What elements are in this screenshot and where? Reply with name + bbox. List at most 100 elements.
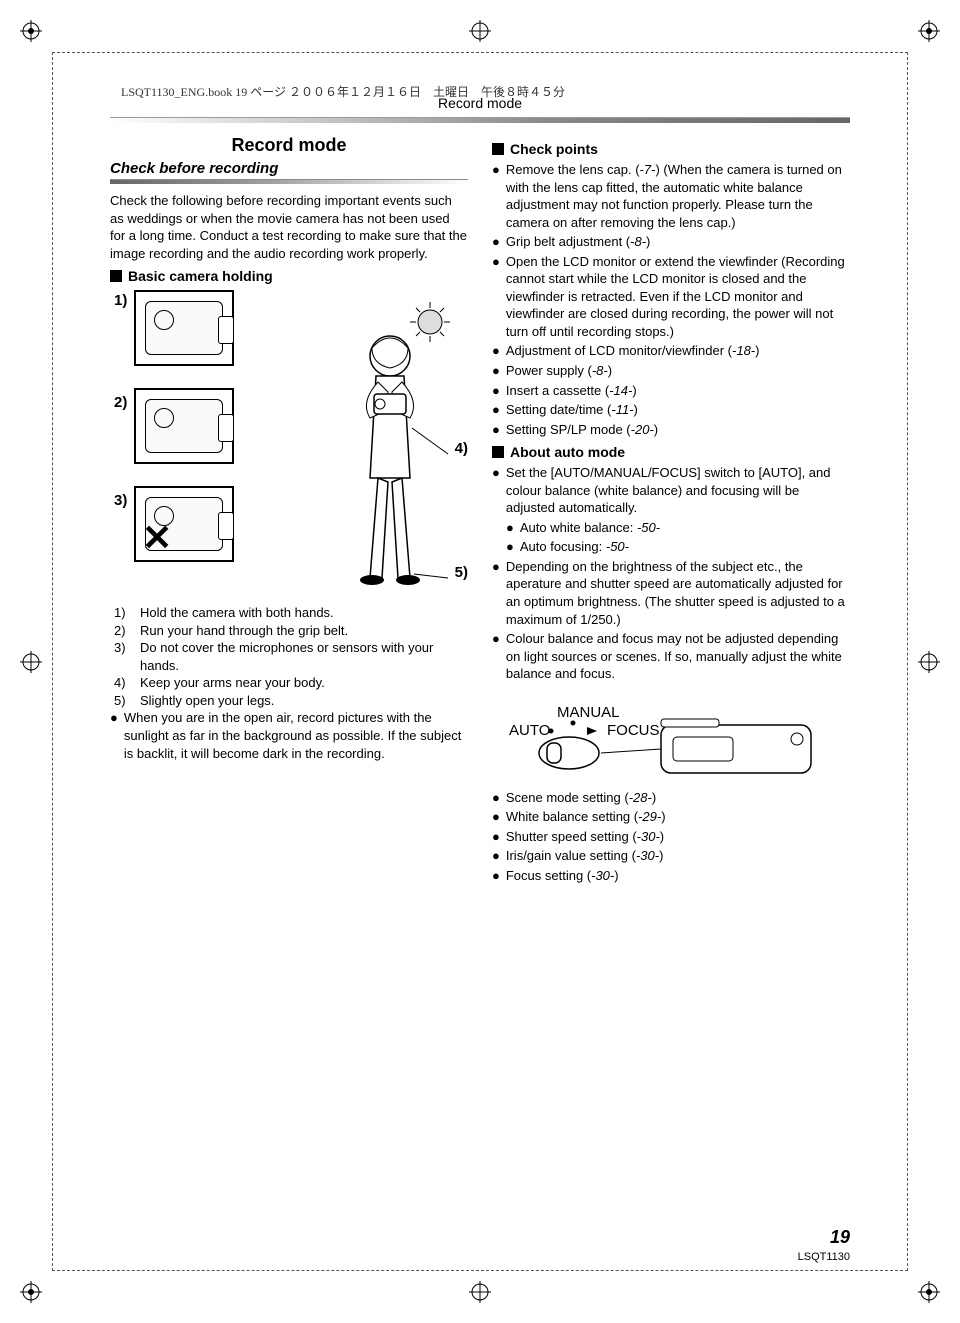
crop-mark-icon	[918, 1281, 940, 1303]
diagram-label-2: 2)	[114, 394, 127, 411]
basic-heading-text: Basic camera holding	[128, 268, 273, 284]
bullet-icon: ●	[492, 558, 500, 628]
check-text: Remove the lens cap. (-7-) (When the cam…	[506, 161, 850, 231]
check-item: ●Power supply (-8-)	[492, 362, 850, 380]
bullet-icon: ●	[492, 401, 500, 419]
list-text: Slightly open your legs.	[140, 692, 274, 710]
diagram-label-1: 1)	[114, 292, 127, 309]
page-title: Record mode	[110, 135, 468, 156]
bullet-icon: ●	[506, 519, 514, 537]
check-text: Adjustment of LCD monitor/viewfinder (-1…	[506, 342, 760, 360]
section-header: Record mode	[110, 95, 850, 111]
list-text: Run your hand through the grip belt.	[140, 622, 348, 640]
bullet-icon: ●	[492, 421, 500, 439]
square-bullet-icon	[492, 446, 504, 458]
list-text: Do not cover the microphones or sensors …	[140, 639, 468, 674]
intro-paragraph: Check the following before recording imp…	[110, 192, 468, 262]
switch-label-manual: MANUAL	[557, 704, 620, 721]
camera-sketch-2	[134, 388, 234, 464]
settings-text: Scene mode setting (-28-)	[506, 789, 656, 807]
settings-text: White balance setting (-29-)	[506, 808, 666, 826]
auto-bullet-text: Colour balance and focus may not be adju…	[506, 630, 850, 683]
list-number: 3)	[114, 639, 132, 674]
crop-mark-icon	[469, 20, 491, 42]
tail-bullet: ● When you are in the open air, record p…	[110, 709, 468, 762]
diagram-label-3: 3)	[114, 492, 127, 509]
check-item: ● Grip belt adjustment (-8-)	[492, 233, 850, 251]
check-text: Insert a cassette (-14-)	[506, 382, 637, 400]
subtitle-divider	[110, 179, 468, 184]
bullet-icon: ●	[492, 828, 500, 846]
subtitle: Check before recording	[110, 160, 468, 177]
check-item: ●Setting SP/LP mode (-20-)	[492, 421, 850, 439]
auto-intro-text: Set the [AUTO/MANUAL/FOCUS] switch to [A…	[506, 464, 850, 517]
bullet-icon: ●	[492, 382, 500, 400]
settings-list: ● Scene mode setting (-28-) ● White balance…	[492, 789, 850, 885]
bullet-icon: ●	[492, 808, 500, 826]
settings-item: ●Focus setting (-30-)	[492, 867, 850, 885]
list-number: 5)	[114, 692, 132, 710]
auto-intro-bullet: ● Set the [AUTO/MANUAL/FOCUS] switch to …	[492, 464, 850, 517]
list-number: 1)	[114, 604, 132, 622]
tail-bullet-text: When you are in the open air, record pic…	[124, 709, 468, 762]
bullet-icon: ●	[492, 161, 500, 231]
left-column: Record mode Check before recording Check…	[110, 135, 468, 887]
check-item: ●Remove the lens cap. (-7-) (When the ca…	[492, 161, 850, 231]
bullet-icon: ●	[492, 253, 500, 341]
settings-item: ●Iris/gain value setting (-30-)	[492, 847, 850, 865]
list-number: 2)	[114, 622, 132, 640]
holding-illustration: 1) 2) 3) ✕ 4) 5)	[110, 288, 468, 598]
square-bullet-icon	[492, 143, 504, 155]
check-heading: Check points	[492, 141, 850, 157]
list-item: 3)Do not cover the microphones or sensor…	[114, 639, 468, 674]
page-content: Record mode Record mode Check before rec…	[110, 95, 850, 1228]
auto-bullet-list: ●Depending on the brightness of the subj…	[492, 558, 850, 683]
settings-item: ● White balance setting (-29-)	[492, 808, 850, 826]
list-text: Keep your arms near your body.	[140, 674, 325, 692]
auto-heading-text: About auto mode	[510, 444, 625, 460]
divider-bar	[110, 117, 850, 123]
check-item: ●Open the LCD monitor or extend the view…	[492, 253, 850, 341]
list-text: Hold the camera with both hands.	[140, 604, 334, 622]
auto-sub-item: ● Auto focusing: -50-	[506, 538, 850, 556]
crop-mark-icon	[20, 20, 42, 42]
bullet-icon: ●	[492, 630, 500, 683]
check-text: Setting date/time (-11-)	[506, 401, 638, 419]
crop-mark-icon	[469, 1281, 491, 1303]
crop-mark-icon	[20, 1281, 42, 1303]
list-item: 1) Hold the camera with both hands.	[114, 604, 468, 622]
list-number: 4)	[114, 674, 132, 692]
switch-label-focus: FOCUS	[607, 722, 660, 739]
crop-mark-icon	[20, 651, 42, 673]
bullet-icon: ●	[492, 464, 500, 517]
basic-heading: Basic camera holding	[110, 268, 468, 284]
auto-sub-item: ● Auto white balance: -50-	[506, 519, 850, 537]
camera-sketch-3: ✕	[134, 486, 234, 562]
bullet-icon: ●	[506, 538, 514, 556]
square-bullet-icon	[110, 270, 122, 282]
cross-icon: ✕	[142, 520, 172, 556]
auto-sub-text: Auto white balance: -50-	[520, 519, 660, 537]
doc-id: LSQT1130	[798, 1251, 850, 1263]
check-item: ● Setting date/time (-11-)	[492, 401, 850, 419]
bullet-icon: ●	[492, 233, 500, 251]
switch-label-auto: AUTO	[509, 722, 550, 739]
list-item: 2) Run your hand through the grip belt.	[114, 622, 468, 640]
auto-bullet-item: ●Colour balance and focus may not be adj…	[492, 630, 850, 683]
crop-mark-icon	[918, 651, 940, 673]
bullet-icon: ●	[492, 789, 500, 807]
switch-illustration: MANUAL AUTO FOCUS	[492, 691, 850, 781]
settings-item: ● Scene mode setting (-28-)	[492, 789, 850, 807]
settings-text: Focus setting (-30-)	[506, 867, 619, 885]
check-item: ● Insert a cassette (-14-)	[492, 382, 850, 400]
settings-text: Iris/gain value setting (-30-)	[506, 847, 664, 865]
check-list: ●Remove the lens cap. (-7-) (When the ca…	[492, 161, 850, 438]
auto-bullet-item: ●Depending on the brightness of the subj…	[492, 558, 850, 628]
auto-sub-text: Auto focusing: -50-	[520, 538, 629, 556]
settings-text: Shutter speed setting (-30-)	[506, 828, 664, 846]
check-text: Grip belt adjustment (-8-)	[506, 233, 651, 251]
person-sketch	[330, 298, 460, 588]
right-column: Check points ●Remove the lens cap. (-7-)…	[492, 135, 850, 887]
page-number: 19	[830, 1227, 850, 1247]
page-footer: 19 LSQT1130	[798, 1227, 850, 1263]
